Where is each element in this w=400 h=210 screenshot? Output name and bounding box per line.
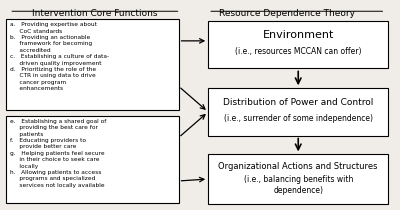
Text: (i.e., resources MCCAN can offer): (i.e., resources MCCAN can offer) xyxy=(235,47,362,56)
FancyBboxPatch shape xyxy=(208,88,388,136)
Text: a.   Providing expertise about
     CoC standards
b.   Providing an actionable
 : a. Providing expertise about CoC standar… xyxy=(10,22,109,91)
Text: Distribution of Power and Control: Distribution of Power and Control xyxy=(223,97,374,106)
FancyBboxPatch shape xyxy=(208,21,388,68)
Text: (i.e., surrender of some independence): (i.e., surrender of some independence) xyxy=(224,114,373,123)
Text: (i.e., balancing benefits with
dependence): (i.e., balancing benefits with dependenc… xyxy=(244,175,353,195)
FancyBboxPatch shape xyxy=(6,19,179,110)
FancyBboxPatch shape xyxy=(208,154,388,204)
Text: Organizational Actions and Structures: Organizational Actions and Structures xyxy=(218,162,378,171)
FancyBboxPatch shape xyxy=(6,116,179,203)
Text: Environment: Environment xyxy=(262,30,334,40)
Text: e.   Establishing a shared goal of
     providing the best care for
     patient: e. Establishing a shared goal of providi… xyxy=(10,119,107,188)
Text: Intervention Core Functions: Intervention Core Functions xyxy=(32,9,158,18)
Text: Resource Dependence Theory: Resource Dependence Theory xyxy=(219,9,355,18)
